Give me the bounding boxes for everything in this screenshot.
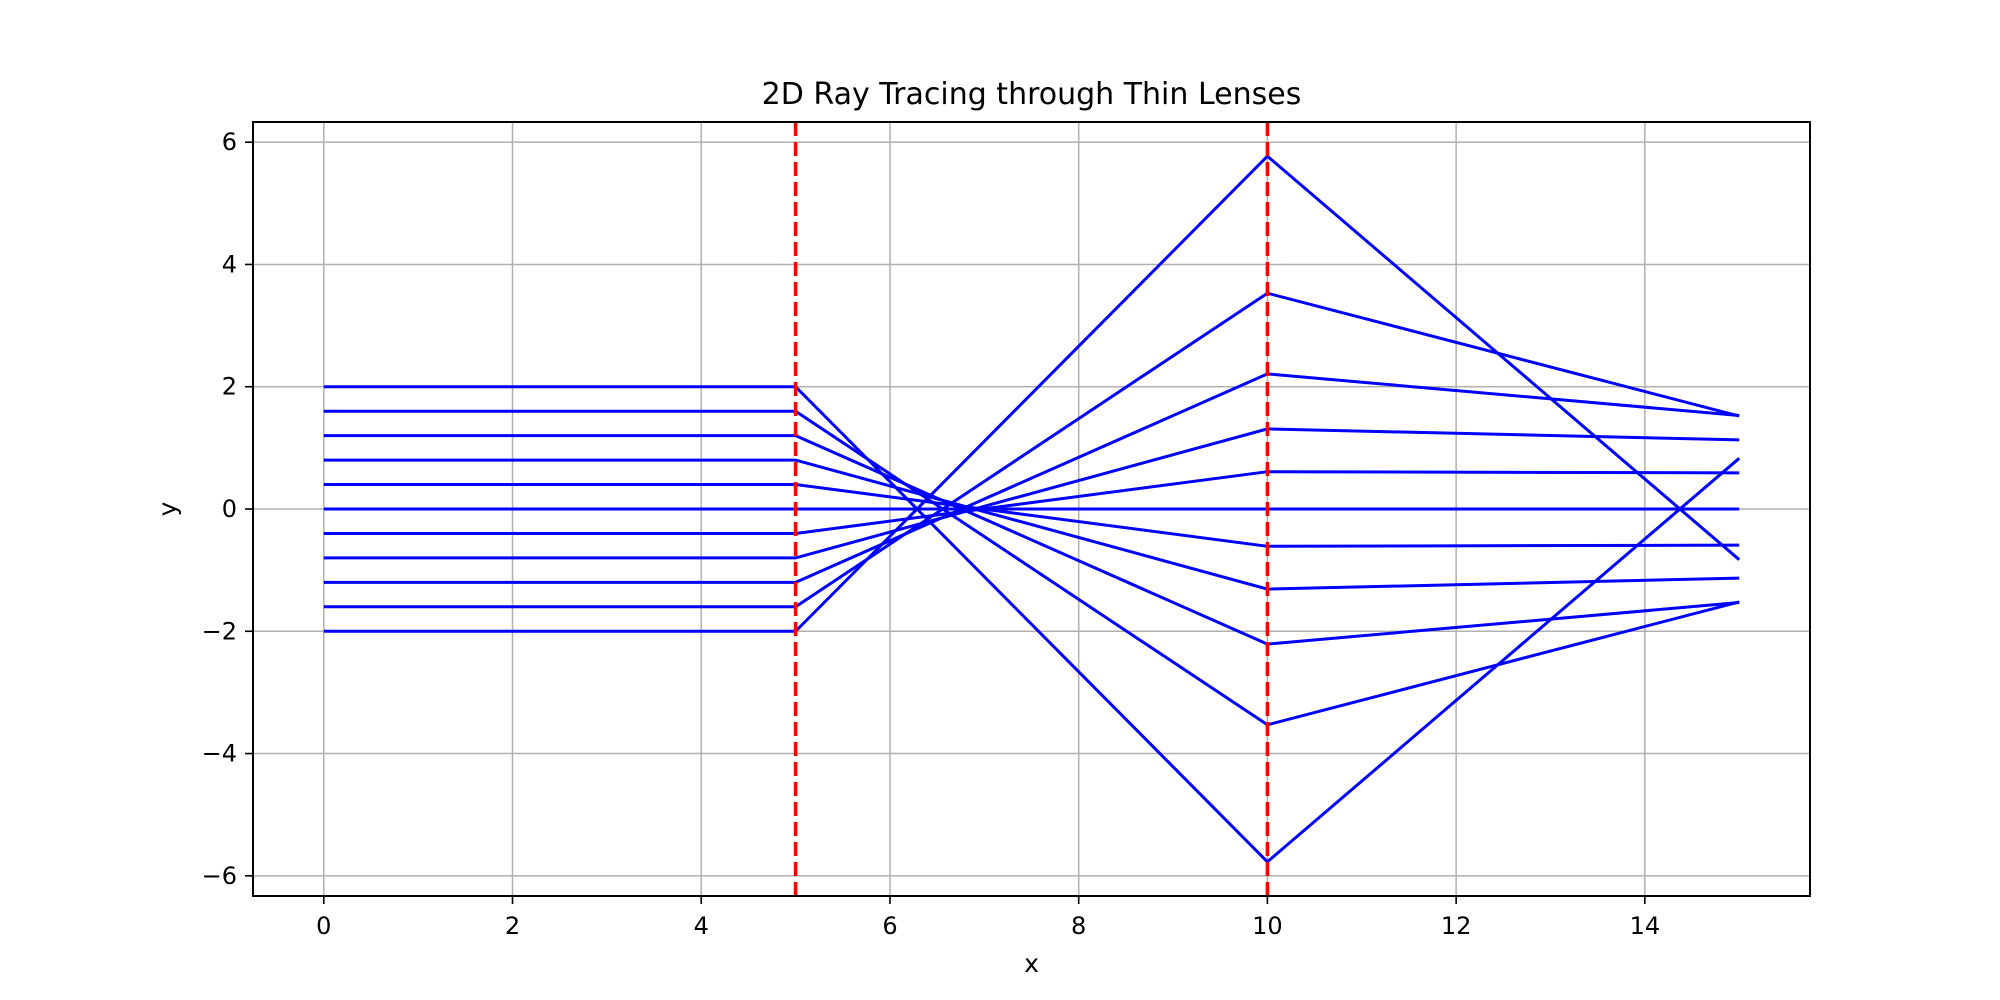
axis-ticks: 0 2 4 6 8 10 12 14 −6 −4 −2 0 2 4 6	[202, 128, 1661, 940]
y-tick-label: −6	[202, 862, 237, 890]
ray-line	[323, 385, 1741, 864]
ray-line	[323, 483, 1740, 548]
y-tick-label: −4	[202, 740, 237, 768]
y-tick-label: 6	[222, 128, 237, 156]
y-tick-label: 2	[222, 373, 237, 401]
y-tick-label: 0	[222, 495, 237, 523]
ray-series	[323, 154, 1741, 864]
x-tick-label: 0	[316, 912, 331, 940]
x-tick-label: 2	[505, 912, 520, 940]
x-tick-label: 6	[882, 912, 897, 940]
x-axis-label: x	[1024, 949, 1039, 978]
ray-line	[323, 409, 1740, 727]
x-tick-label: 12	[1441, 912, 1472, 940]
chart-title: 2D Ray Tracing through Thin Lenses	[762, 77, 1302, 112]
x-tick-label: 10	[1252, 912, 1283, 940]
y-axis-label: y	[153, 501, 182, 516]
x-tick-label: 4	[694, 912, 709, 940]
x-tick-label: 14	[1630, 912, 1661, 940]
ray-line	[323, 470, 1740, 535]
ray-line	[323, 372, 1740, 584]
y-tick-label: 4	[222, 250, 237, 278]
ray-line	[323, 291, 1740, 609]
y-tick-label: −2	[202, 617, 237, 645]
ray-line	[323, 434, 1740, 646]
x-tick-label: 8	[1071, 912, 1086, 940]
ray-line	[323, 427, 1740, 560]
lens-markers	[793, 122, 1270, 896]
ray-line	[323, 458, 1740, 591]
ray-line	[323, 154, 1741, 633]
